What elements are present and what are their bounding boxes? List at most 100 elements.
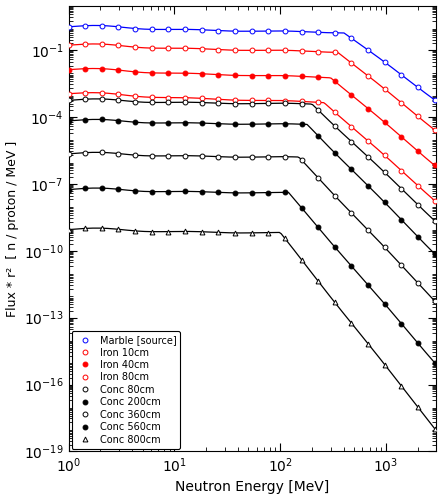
Conc 800cm [133,228,138,234]
Conc 800cm [166,228,171,234]
Marble [source] [232,28,238,34]
Iron 80cm [133,93,138,99]
Conc 560cm [133,188,138,194]
Conc 200cm [183,120,188,126]
Conc 200cm [366,182,371,188]
Iron 10cm [149,45,154,51]
Conc 80cm [99,96,104,102]
Iron 80cm [282,98,287,103]
Iron 10cm [366,73,371,79]
Conc 800cm [366,340,371,346]
Iron 10cm [316,48,321,54]
Iron 10cm [66,42,71,48]
Conc 560cm [99,185,104,191]
Conc 560cm [382,301,387,307]
Marble [source] [183,26,188,32]
Iron 40cm [432,162,437,168]
Iron 80cm [316,100,321,105]
Iron 80cm [83,90,88,96]
Conc 200cm [399,216,404,222]
Iron 10cm [299,48,304,54]
Conc 800cm [432,426,437,432]
Conc 560cm [66,186,71,192]
Iron 80cm [183,94,188,100]
Conc 360cm [66,151,71,157]
Iron 80cm [149,94,154,100]
Iron 10cm [432,127,437,133]
Conc 80cm [83,96,88,102]
Iron 10cm [199,46,204,52]
Conc 560cm [399,320,404,326]
Iron 40cm [166,70,171,76]
Conc 80cm [299,100,304,106]
Y-axis label: Flux * r²  [ n / proton / MeV ]: Flux * r² [ n / proton / MeV ] [6,140,19,316]
Conc 360cm [349,210,354,216]
Marble [source] [266,28,271,34]
Iron 80cm [349,124,354,130]
Marble [source] [166,26,171,32]
Iron 40cm [316,74,321,80]
Conc 360cm [116,150,121,156]
Iron 40cm [415,148,421,154]
Iron 80cm [116,92,121,98]
Iron 10cm [116,42,121,48]
Line: Iron 40cm: Iron 40cm [66,66,437,168]
Conc 200cm [415,234,421,240]
Iron 80cm [232,97,238,103]
Iron 40cm [349,92,354,98]
Conc 560cm [415,340,421,346]
Conc 200cm [316,133,321,139]
Line: Marble [source]: Marble [source] [66,23,437,102]
Iron 80cm [399,168,404,173]
Iron 80cm [332,109,337,115]
Marble [source] [282,28,287,34]
Line: Conc 560cm: Conc 560cm [66,186,437,365]
Iron 40cm [249,72,254,78]
Iron 80cm [366,138,371,144]
Conc 560cm [116,186,121,192]
Conc 800cm [316,278,321,284]
Conc 80cm [199,100,204,105]
Conc 200cm [432,251,437,257]
Conc 200cm [282,121,287,127]
Iron 80cm [382,152,387,158]
Marble [source] [299,28,304,34]
Conc 80cm [183,99,188,105]
Iron 10cm [249,48,254,54]
Conc 560cm [432,360,437,366]
Conc 360cm [415,280,421,286]
Iron 40cm [332,78,337,84]
Marble [source] [133,26,138,32]
Conc 560cm [183,188,188,194]
Conc 80cm [399,186,404,192]
Iron 40cm [216,72,221,78]
Conc 360cm [399,262,404,268]
Marble [source] [83,22,88,28]
Iron 80cm [166,94,171,100]
Conc 360cm [133,152,138,158]
Conc 200cm [349,166,354,172]
Iron 10cm [232,47,238,53]
Conc 80cm [349,138,354,144]
Conc 200cm [266,121,271,127]
Conc 360cm [382,244,387,250]
Conc 800cm [282,236,287,242]
Marble [source] [99,22,104,28]
Conc 360cm [332,192,337,198]
Conc 800cm [183,228,188,234]
Marble [source] [366,47,371,53]
Conc 80cm [166,100,171,105]
Conc 200cm [232,121,238,127]
Conc 800cm [66,226,71,232]
Iron 40cm [199,70,204,76]
Conc 800cm [216,230,221,235]
Conc 200cm [133,119,138,125]
Conc 200cm [166,120,171,126]
Iron 80cm [249,98,254,103]
Iron 40cm [183,70,188,76]
Iron 40cm [382,120,387,126]
Conc 800cm [349,320,354,326]
Conc 200cm [149,120,154,126]
Marble [source] [116,24,121,30]
Conc 800cm [299,256,304,262]
